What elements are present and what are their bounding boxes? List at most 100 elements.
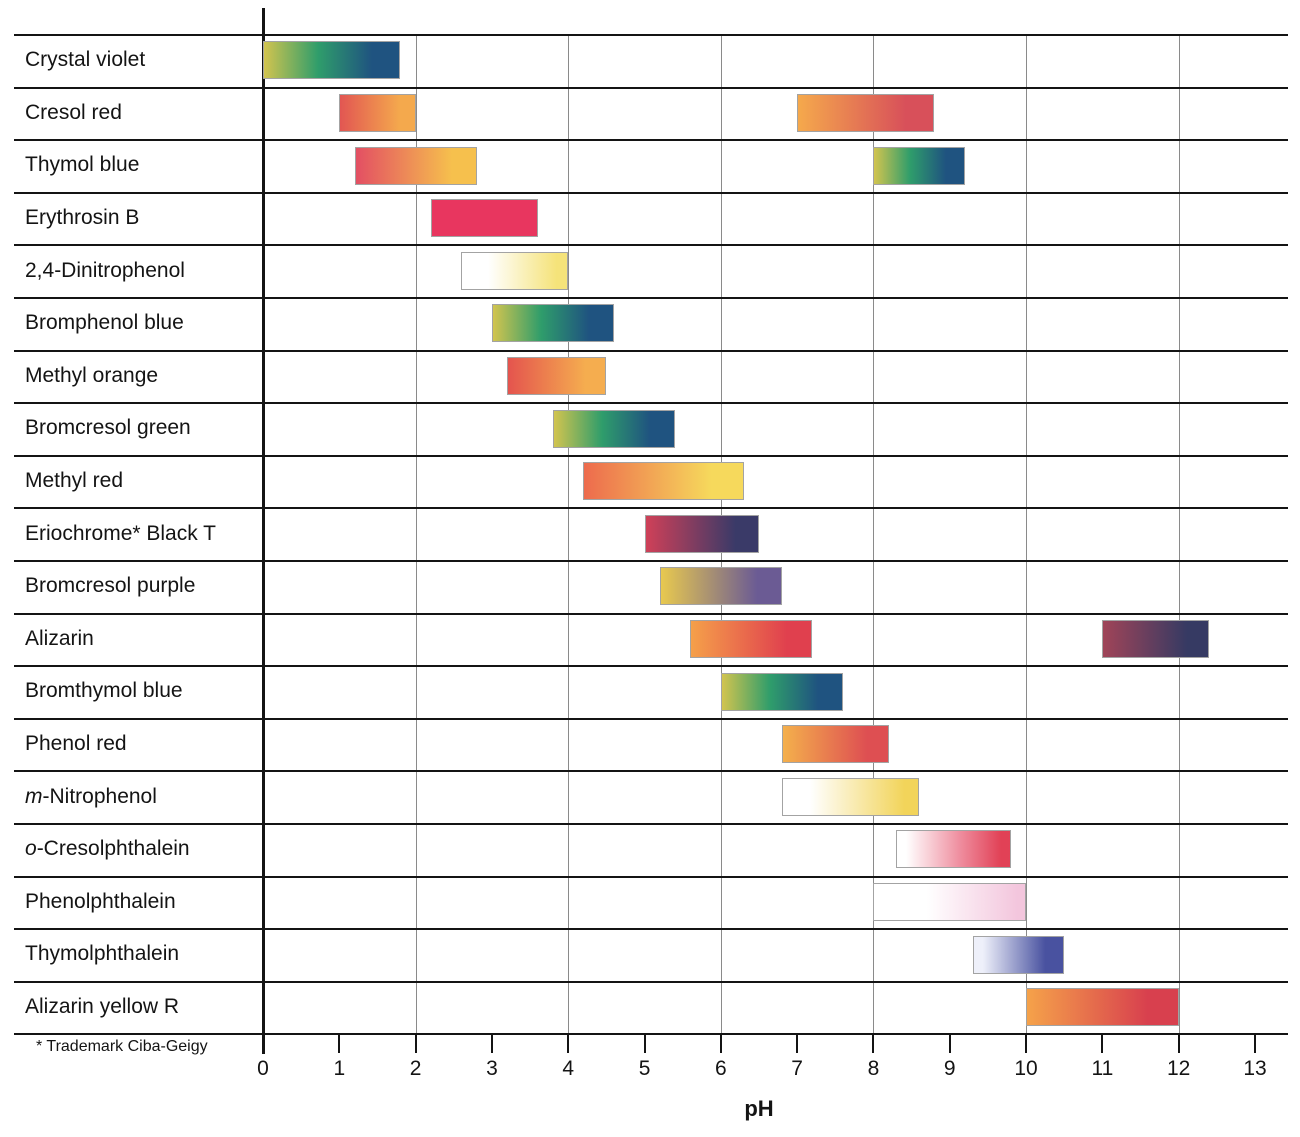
indicator-label: Crystal violet xyxy=(25,48,146,72)
row-separator-line xyxy=(14,665,1288,668)
gridline-ph-4 xyxy=(568,34,570,1034)
trademark-footnote: * Trademark Ciba-Geigy xyxy=(36,1038,208,1055)
x-tick xyxy=(490,1035,493,1053)
indicator-label: Bromphenol blue xyxy=(25,311,184,335)
indicator-range-bar xyxy=(583,462,744,501)
x-tick xyxy=(262,1035,264,1053)
indicator-range-bar xyxy=(1026,988,1179,1027)
x-tick-label: 4 xyxy=(562,1057,575,1080)
row-separator-line xyxy=(14,1033,1288,1036)
indicator-range-bar xyxy=(552,409,676,448)
row-separator-line xyxy=(14,86,1288,89)
x-tick-label: 9 xyxy=(943,1057,956,1080)
indicator-label: o -Cresolphthalein xyxy=(25,837,190,861)
x-tick-label: 12 xyxy=(1167,1057,1191,1080)
indicator-label: Alizarin xyxy=(25,626,94,650)
row-separator-line xyxy=(14,560,1288,562)
row-separator-line xyxy=(14,297,1288,299)
gridline-ph-8 xyxy=(873,34,875,1034)
indicator-label: Erythrosin B xyxy=(25,206,140,230)
indicator-range-bar xyxy=(781,725,889,764)
indicator-range-bar xyxy=(1102,619,1210,658)
indicator-range-bar xyxy=(896,830,1011,869)
indicator-label: Phenol red xyxy=(25,732,127,756)
indicator-label: Phenolphthalein xyxy=(25,889,176,913)
indicator-label: Bromcresol purple xyxy=(25,574,196,598)
indicator-label: 2,4-Dinitrophenol xyxy=(25,258,185,282)
indicator-range-bar xyxy=(873,146,966,185)
gridline-ph-10 xyxy=(1026,34,1028,1034)
indicator-range-bar xyxy=(781,777,920,816)
x-tick xyxy=(1177,1035,1180,1053)
x-axis-title: pH xyxy=(744,1096,774,1121)
row-separator-line xyxy=(14,244,1288,247)
x-tick-label: 3 xyxy=(486,1057,498,1080)
x-tick-label: 5 xyxy=(638,1057,651,1080)
x-tick-label: 8 xyxy=(867,1057,880,1080)
row-separator-line xyxy=(14,980,1288,983)
indicator-label: Methyl orange xyxy=(25,363,159,387)
x-tick xyxy=(1101,1035,1104,1053)
indicator-range-bar xyxy=(873,882,1027,921)
x-tick xyxy=(567,1035,570,1053)
indicator-range-bar xyxy=(720,672,843,711)
indicator-label-italic-prefix: m xyxy=(25,784,43,808)
indicator-label: Methyl red xyxy=(25,469,124,493)
row-separator-line xyxy=(14,823,1288,825)
indicator-range-bar xyxy=(354,146,477,185)
row-separator-line xyxy=(14,928,1288,931)
x-tick xyxy=(796,1035,799,1053)
row-separator-line xyxy=(14,349,1288,352)
x-tick-label: 13 xyxy=(1243,1057,1267,1080)
indicator-label: Bromthymol blue xyxy=(25,679,183,703)
x-tick-label: 10 xyxy=(1014,1057,1038,1080)
indicator-label-italic-prefix: o xyxy=(25,837,37,861)
x-tick-label: 0 xyxy=(257,1057,269,1080)
x-tick xyxy=(719,1035,722,1053)
x-tick-label: 11 xyxy=(1091,1057,1114,1080)
indicator-label: Thymol blue xyxy=(25,153,140,177)
indicator-range-bar xyxy=(339,93,416,132)
y-axis-line xyxy=(262,8,265,1054)
x-tick xyxy=(643,1035,646,1053)
indicator-range-bar xyxy=(263,41,401,80)
x-tick xyxy=(948,1035,951,1053)
indicator-label: Eriochrome* Black T xyxy=(25,521,217,545)
row-separator-line xyxy=(14,34,1288,36)
x-tick xyxy=(1254,1035,1256,1053)
indicator-range-bar xyxy=(507,356,607,395)
row-separator-line xyxy=(14,612,1288,615)
indicator-label: Bromcresol green xyxy=(25,416,191,440)
row-separator-line xyxy=(14,770,1288,773)
gridline-ph-12 xyxy=(1178,34,1180,1034)
row-separator-line xyxy=(14,139,1288,142)
indicator-range-bar xyxy=(644,514,759,553)
row-separator-line xyxy=(14,717,1288,720)
row-separator-line xyxy=(14,507,1288,510)
x-tick-label: 7 xyxy=(791,1057,803,1080)
gridline-ph-2 xyxy=(415,34,417,1034)
row-separator-line xyxy=(14,402,1288,405)
row-separator-line xyxy=(14,191,1288,194)
indicator-range-bar xyxy=(461,251,569,290)
x-tick-label: 1 xyxy=(333,1057,346,1080)
indicator-range-bar xyxy=(972,935,1065,974)
indicator-label: Cresol red xyxy=(25,100,122,124)
indicator-label: Alizarin yellow R xyxy=(25,995,180,1019)
indicator-range-bar xyxy=(659,567,782,606)
x-tick xyxy=(414,1035,417,1053)
indicator-range-bar xyxy=(491,304,614,343)
indicator-label: Thymolphthalein xyxy=(25,942,180,966)
row-separator-line xyxy=(14,454,1288,457)
x-tick xyxy=(1025,1035,1028,1053)
x-tick xyxy=(338,1035,341,1053)
x-tick xyxy=(872,1035,875,1053)
indicator-range-bar xyxy=(430,199,538,238)
x-tick-label: 2 xyxy=(409,1057,422,1080)
x-tick-label: 6 xyxy=(715,1057,727,1080)
indicator-range-bar xyxy=(690,619,813,658)
indicator-label: m -Nitrophenol xyxy=(25,784,157,808)
row-separator-line xyxy=(14,875,1288,878)
indicator-range-bar xyxy=(797,93,935,132)
